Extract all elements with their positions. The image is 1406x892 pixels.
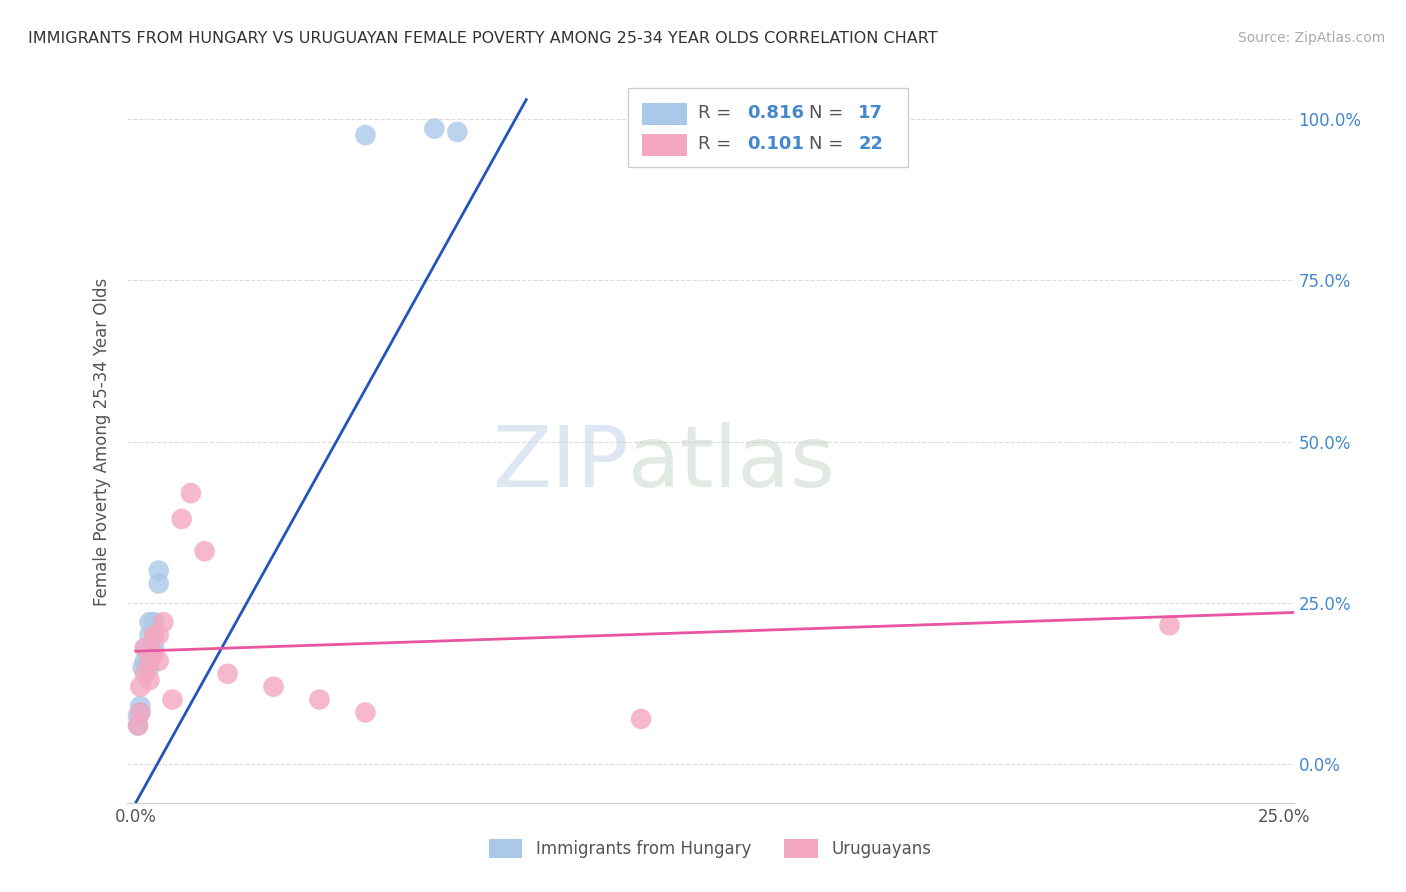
Point	[630, 712, 652, 726]
Text: 0.101: 0.101	[748, 135, 804, 153]
Point	[138, 654, 160, 668]
Point	[138, 628, 160, 642]
Point	[143, 615, 166, 630]
Point	[308, 692, 330, 706]
Point	[129, 706, 152, 720]
Point	[129, 699, 152, 714]
Point	[143, 648, 166, 662]
Text: atlas: atlas	[628, 422, 837, 505]
Point	[152, 615, 174, 630]
Text: 17: 17	[858, 103, 883, 122]
Point	[194, 544, 217, 558]
Text: ZIP: ZIP	[492, 422, 628, 505]
Point	[148, 654, 170, 668]
FancyBboxPatch shape	[628, 87, 908, 167]
Point	[1159, 618, 1181, 632]
Point	[143, 640, 166, 655]
Point	[129, 706, 152, 720]
Point	[138, 660, 160, 674]
Point	[138, 615, 160, 630]
Text: N =: N =	[810, 135, 849, 153]
Text: 22: 22	[858, 135, 883, 153]
Point	[263, 680, 285, 694]
Point	[127, 718, 149, 732]
Point	[148, 628, 170, 642]
Y-axis label: Female Poverty Among 25-34 Year Olds: Female Poverty Among 25-34 Year Olds	[93, 277, 111, 606]
Point	[134, 640, 156, 655]
Point	[148, 564, 170, 578]
Point	[138, 673, 160, 688]
Point	[127, 708, 149, 723]
Point	[446, 125, 468, 139]
Point	[180, 486, 202, 500]
Point	[148, 576, 170, 591]
Point	[127, 718, 149, 732]
Text: Source: ZipAtlas.com: Source: ZipAtlas.com	[1237, 31, 1385, 45]
Point	[170, 512, 193, 526]
Point	[129, 680, 152, 694]
Legend: Immigrants from Hungary, Uruguayans: Immigrants from Hungary, Uruguayans	[481, 830, 939, 867]
Point	[131, 660, 153, 674]
Text: R =: R =	[699, 135, 737, 153]
Point	[162, 692, 184, 706]
Text: 0.816: 0.816	[748, 103, 804, 122]
Text: IMMIGRANTS FROM HUNGARY VS URUGUAYAN FEMALE POVERTY AMONG 25-34 YEAR OLDS CORREL: IMMIGRANTS FROM HUNGARY VS URUGUAYAN FEM…	[28, 31, 938, 46]
Point	[143, 628, 166, 642]
Text: R =: R =	[699, 103, 737, 122]
Point	[354, 128, 377, 142]
Point	[134, 654, 156, 668]
Point	[134, 666, 156, 681]
Point	[134, 640, 156, 655]
Point	[423, 121, 446, 136]
Point	[354, 706, 377, 720]
Point	[217, 666, 239, 681]
Text: N =: N =	[810, 103, 849, 122]
FancyBboxPatch shape	[643, 103, 686, 125]
FancyBboxPatch shape	[643, 134, 686, 156]
